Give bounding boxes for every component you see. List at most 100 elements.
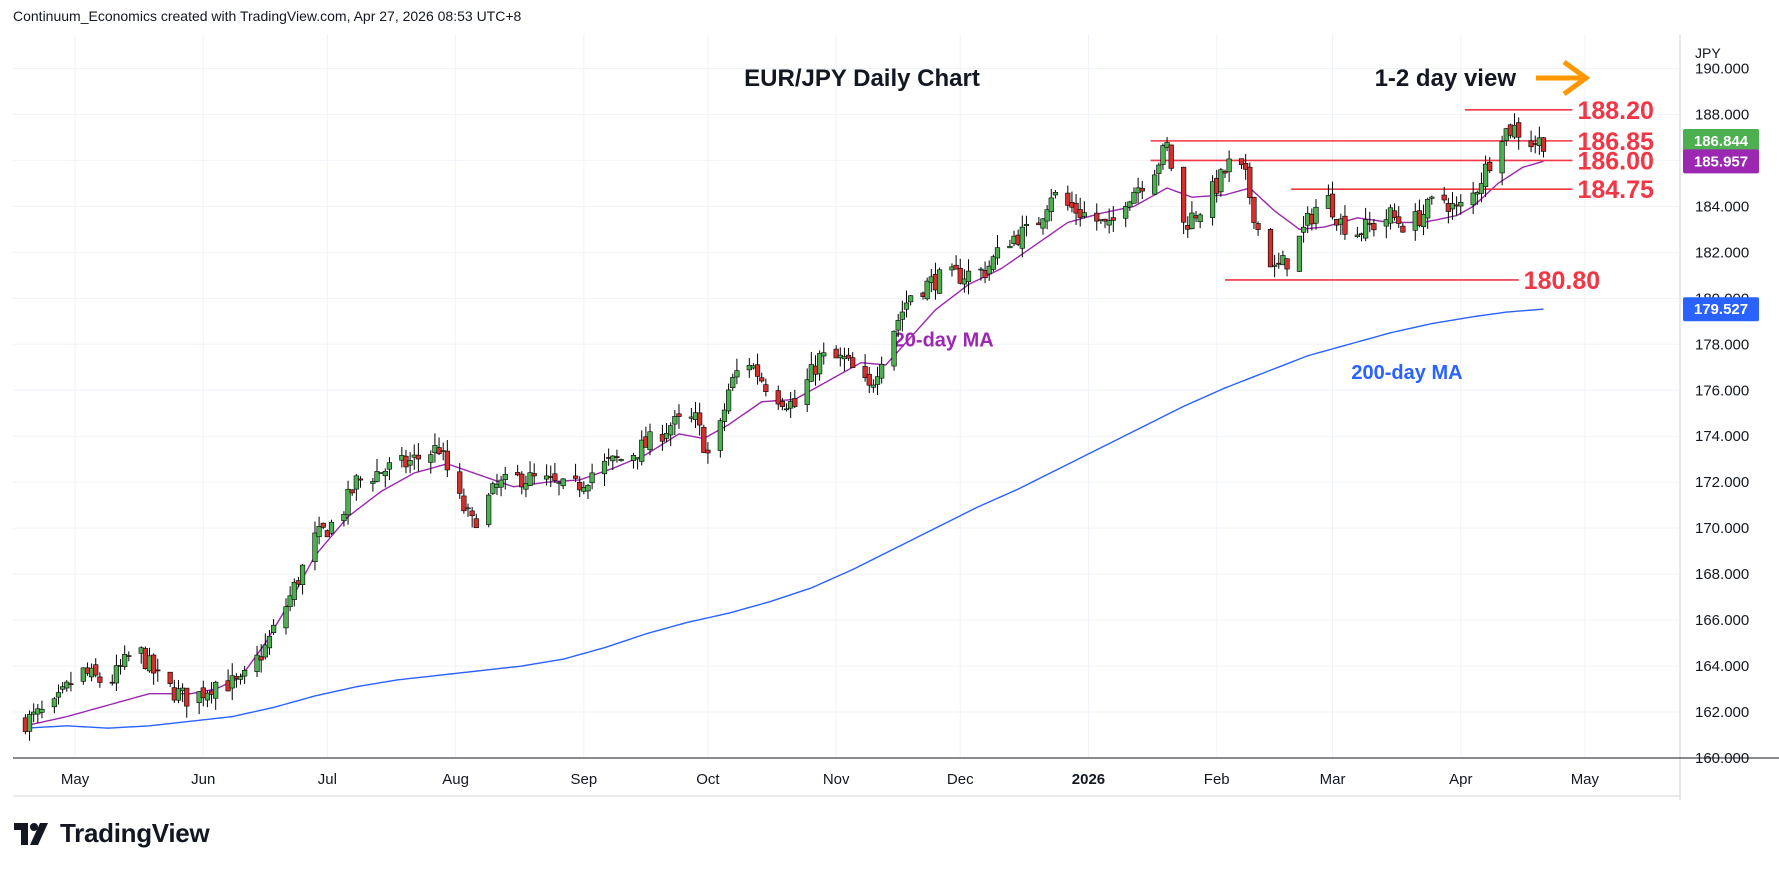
candle-body <box>213 681 219 699</box>
candle-body <box>1478 183 1485 194</box>
candle-body <box>874 376 881 385</box>
candle-body <box>759 377 765 382</box>
candle-body <box>1065 192 1071 206</box>
candle-body <box>1354 234 1360 238</box>
candle-body <box>804 379 810 405</box>
tradingview-logo-icon <box>14 822 48 845</box>
candle-body <box>299 564 306 585</box>
candle-body <box>1052 191 1058 196</box>
candle-body <box>726 389 732 412</box>
candle-body <box>1499 141 1505 174</box>
candle-body <box>870 384 876 388</box>
candle-body <box>465 507 471 510</box>
candle-body <box>527 472 533 486</box>
candle-body <box>821 352 827 357</box>
candle-body <box>618 459 624 462</box>
candle-body <box>1540 137 1547 152</box>
candle-body <box>1040 218 1046 229</box>
candle-body <box>1102 218 1108 222</box>
candle-body <box>237 676 244 680</box>
candle-body <box>386 462 393 470</box>
y-tick-label: 176.000 <box>1695 382 1749 399</box>
candle-body <box>924 280 930 300</box>
chart-grid <box>13 34 1680 759</box>
ma20-line <box>25 160 1544 727</box>
candle-body <box>903 302 910 310</box>
level-label: 184.75 <box>1577 176 1654 204</box>
candle-body <box>1400 225 1406 233</box>
candle-body <box>572 475 579 479</box>
candle-body <box>1156 164 1162 174</box>
candle-body <box>382 471 388 477</box>
tradingview-logo[interactable]: TradingView <box>14 818 210 849</box>
candle-body <box>585 484 591 492</box>
candle-body <box>523 483 529 490</box>
view-annotation: 1-2 day view <box>1375 65 1517 92</box>
candle-body <box>357 478 364 481</box>
candle-body <box>200 687 206 699</box>
candle-body <box>312 532 318 563</box>
candle-body <box>262 644 268 658</box>
x-tick-label: Oct <box>696 771 720 788</box>
candle-body <box>639 439 645 462</box>
candle-body <box>1168 144 1174 169</box>
candle-body <box>184 687 190 707</box>
candle-body <box>229 675 235 689</box>
candle-body <box>899 311 905 320</box>
y-tick-label: 184.000 <box>1695 198 1749 215</box>
price-tag <box>1683 149 1759 174</box>
candle-body <box>349 489 355 494</box>
candle-body <box>531 473 537 477</box>
candle-body <box>287 595 293 607</box>
candle-body <box>1218 169 1224 193</box>
candle-body <box>1247 166 1253 198</box>
ma200-label: 200-day MA <box>1351 362 1462 384</box>
candle-body <box>1007 245 1013 249</box>
candle-body <box>730 377 736 389</box>
candle-body <box>676 413 682 417</box>
candle-body <box>353 475 359 490</box>
candle-body <box>502 474 508 480</box>
ma20-label: 20-day MA <box>894 330 994 352</box>
candle-body <box>1123 206 1129 219</box>
candle-body <box>721 409 728 422</box>
candle-body <box>1363 219 1369 239</box>
currency-label: JPY <box>1695 45 1721 61</box>
candle-body <box>39 708 45 713</box>
candle-body <box>1238 158 1245 165</box>
candle-body <box>324 530 330 538</box>
candle-body <box>1106 220 1112 226</box>
candle-body <box>779 401 785 407</box>
y-tick-label: 178.000 <box>1695 336 1749 353</box>
candle-body <box>717 420 723 451</box>
candle-body <box>415 454 421 460</box>
candle-body <box>1255 223 1261 230</box>
candle-body <box>965 270 972 283</box>
ma200-group <box>25 308 1544 729</box>
candle-body <box>113 665 120 684</box>
candle-body <box>1081 212 1087 217</box>
candle-body <box>783 408 790 411</box>
candle-body <box>978 268 984 271</box>
candle-body <box>1516 122 1522 138</box>
y-tick-label: 190.000 <box>1695 60 1749 77</box>
candle-body <box>469 510 475 517</box>
candle-body <box>560 478 566 487</box>
candle-body <box>1482 163 1489 188</box>
candle-body <box>1181 166 1187 223</box>
candle-body <box>957 267 963 284</box>
candle-body <box>167 671 173 684</box>
candle-body <box>1425 199 1431 219</box>
ma200-line <box>25 308 1544 729</box>
candle-body <box>1209 181 1216 218</box>
candle-body <box>1139 187 1145 192</box>
candle-body <box>589 472 595 484</box>
candle-body <box>953 264 959 270</box>
y-tick-label: 182.000 <box>1695 244 1749 261</box>
x-tick-label: May <box>1571 771 1600 788</box>
price-tag-label: 186.844 <box>1694 133 1749 150</box>
candle-body <box>1189 212 1195 229</box>
candle-body <box>845 354 852 359</box>
